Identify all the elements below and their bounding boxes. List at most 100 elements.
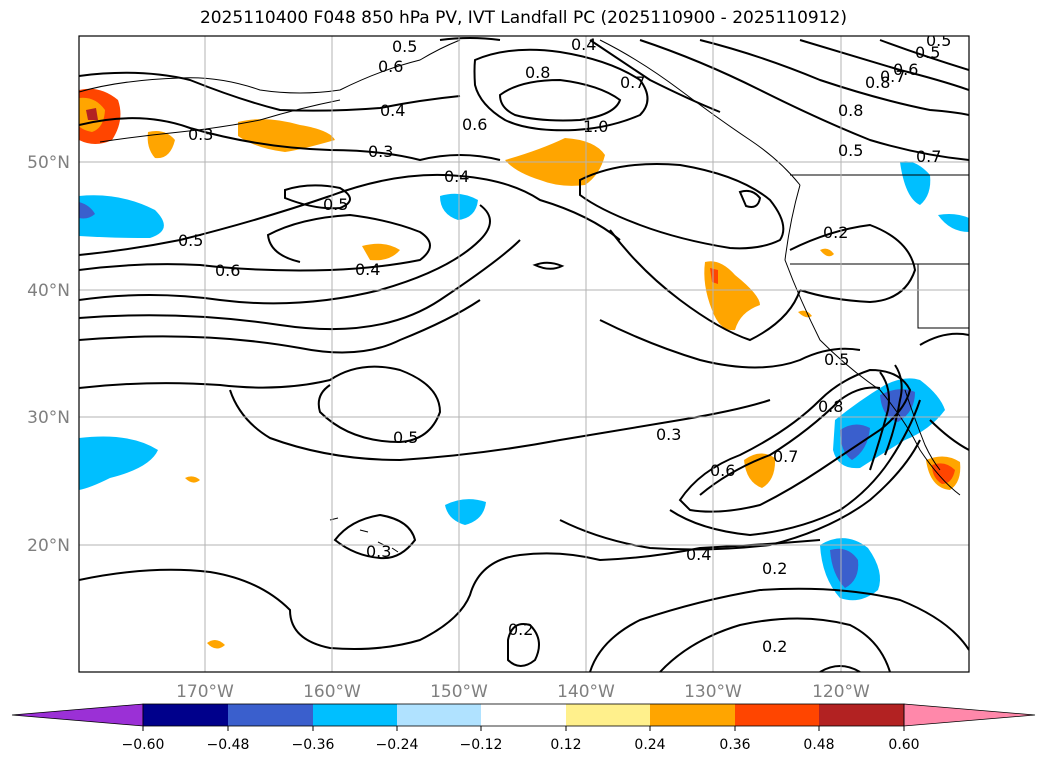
lat-label-20n: 20°N bbox=[27, 536, 70, 556]
hawaii bbox=[329, 517, 399, 553]
contour-label: 0.4 bbox=[380, 101, 405, 120]
contour-label: 0.7 bbox=[773, 447, 798, 466]
fill-patch bbox=[207, 639, 225, 649]
contour-label: 0.8 bbox=[865, 73, 890, 92]
contour-labels: 0.5 0.6 0.4 0.5 0.8 0.7 1.0 0.6 0.4 0.3 … bbox=[178, 31, 951, 656]
contour-label: 0.6 bbox=[893, 60, 918, 79]
contour-line bbox=[799, 39, 969, 91]
fill-patch bbox=[147, 131, 175, 159]
fill-patch bbox=[704, 261, 760, 331]
us-west-coast bbox=[784, 184, 961, 496]
coastlines bbox=[79, 39, 969, 553]
contour-line bbox=[738, 189, 762, 208]
fill-patch bbox=[445, 499, 486, 525]
colorbar-tick-label: 0.60 bbox=[888, 737, 919, 753]
lat-label-50n: 50°N bbox=[27, 153, 70, 173]
contour-line bbox=[919, 332, 969, 451]
lon-label-170w: 170°W bbox=[176, 682, 234, 702]
contour-line bbox=[869, 371, 890, 471]
aleutian-islands bbox=[99, 99, 341, 143]
colorbar-min-extension bbox=[11, 703, 144, 727]
contour-label: 0.5 bbox=[392, 37, 417, 56]
colorbar-segment bbox=[397, 704, 481, 726]
colorbar-segment bbox=[481, 704, 566, 726]
colorbar-tick-label: 0.24 bbox=[634, 737, 665, 753]
colorbar-tick-label: 0.48 bbox=[803, 737, 834, 753]
colorbar-segment bbox=[313, 704, 397, 726]
colorbar-tick-label: −0.24 bbox=[376, 737, 419, 753]
colorbar-segment bbox=[819, 704, 904, 726]
lon-label-150w: 150°W bbox=[430, 682, 488, 702]
contour-label: 0.6 bbox=[215, 261, 240, 280]
contour-label: 0.7 bbox=[620, 73, 645, 92]
contour-line bbox=[79, 239, 521, 331]
contour-label: 0.4 bbox=[444, 167, 469, 186]
contour-label: 0.3 bbox=[366, 542, 391, 561]
colorbar-tick-label: 0.36 bbox=[719, 737, 750, 753]
gridlines bbox=[79, 36, 969, 672]
contour-label: 0.2 bbox=[762, 559, 787, 578]
contour-line bbox=[699, 39, 969, 116]
contour-line bbox=[669, 399, 921, 537]
fill-patch bbox=[86, 108, 98, 120]
contour-label: 0.3 bbox=[656, 425, 681, 444]
contour-line bbox=[79, 365, 442, 444]
colorbar-tick-label: −0.48 bbox=[207, 737, 250, 753]
contour-label: 0.8 bbox=[525, 63, 550, 82]
contour-line bbox=[79, 213, 431, 272]
contour-line bbox=[79, 117, 501, 162]
colorbar-tick-label: −0.60 bbox=[122, 737, 165, 753]
colorbar-segment bbox=[650, 704, 735, 726]
contour-label: 0.4 bbox=[686, 545, 711, 564]
colorbar-tick-label: −0.36 bbox=[292, 737, 335, 753]
contour-line bbox=[79, 173, 621, 256]
fill-patch bbox=[362, 243, 400, 261]
contour-label: 0.5 bbox=[926, 31, 951, 50]
contour-line bbox=[599, 319, 861, 369]
contour-label: 0.8 bbox=[818, 397, 843, 416]
contour-label: 0.8 bbox=[838, 101, 863, 120]
contour-line bbox=[819, 665, 861, 672]
fill-patch bbox=[79, 202, 95, 219]
contour-label: 0.4 bbox=[571, 35, 596, 54]
contour-label: 0.7 bbox=[880, 67, 905, 86]
fill-patch bbox=[710, 268, 718, 284]
colorbar-tick-label: −0.12 bbox=[460, 737, 503, 753]
fill-patch bbox=[820, 248, 834, 257]
contour-line bbox=[678, 368, 912, 513]
state-border bbox=[790, 174, 969, 329]
contour-line bbox=[439, 37, 721, 113]
fill-patch bbox=[900, 161, 931, 205]
colorbar-segment bbox=[735, 704, 819, 726]
colorbar-segment bbox=[566, 704, 650, 726]
map-title: 2025110400 F048 850 hPa PV, IVT Landfall… bbox=[199, 8, 847, 28]
contour-label: 0.2 bbox=[823, 223, 848, 242]
contour-label: 0.7 bbox=[916, 147, 941, 166]
colorbar-segment bbox=[228, 704, 313, 726]
colorbar-max-extension bbox=[903, 703, 1036, 727]
contour-line bbox=[609, 229, 801, 342]
fill-patch bbox=[185, 476, 200, 483]
baja-coast bbox=[904, 389, 941, 471]
contour-line bbox=[532, 261, 565, 270]
fill-patch bbox=[938, 214, 969, 232]
contour-line bbox=[333, 513, 417, 560]
lon-label-160w: 160°W bbox=[303, 682, 361, 702]
contour-line bbox=[79, 539, 821, 650]
fill-patch bbox=[79, 195, 164, 238]
contour-label: 0.3 bbox=[368, 142, 393, 161]
contour-label: 0.4 bbox=[355, 260, 380, 279]
contour-label: 0.6 bbox=[378, 57, 403, 76]
lon-label-130w: 130°W bbox=[684, 682, 742, 702]
colorbar-frame bbox=[142, 703, 905, 727]
lon-label-120w: 120°W bbox=[812, 682, 870, 702]
lon-label-140w: 140°W bbox=[557, 682, 615, 702]
contour-line bbox=[879, 39, 969, 71]
contour-line bbox=[589, 587, 969, 672]
colorbar-segment bbox=[143, 704, 228, 726]
contour-label: 1.0 bbox=[583, 117, 608, 136]
contour-label: 0.5 bbox=[824, 350, 849, 369]
colorbar: −0.60 −0.48 −0.36 −0.24 −0.12 0.12 0.24 … bbox=[11, 703, 1036, 753]
contour-line bbox=[79, 71, 461, 112]
contour-line bbox=[639, 39, 969, 161]
